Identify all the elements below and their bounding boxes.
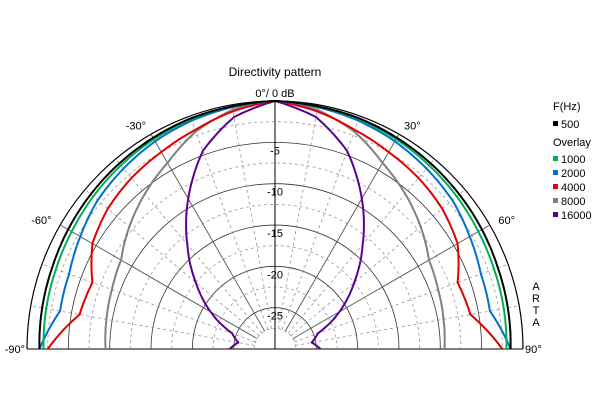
legend-label: 4000: [561, 182, 585, 194]
grid-spoke: [278, 104, 319, 329]
grid-spoke: [281, 115, 361, 330]
legend-swatch: [553, 156, 558, 161]
radial-tick-label: -15: [267, 228, 283, 240]
radial-tick-label: -25: [267, 311, 283, 323]
watermark-letter: A: [532, 317, 540, 329]
legend-items: 500 1000 2000 4000 8000 16000: [553, 119, 592, 222]
watermark-letter: A: [532, 281, 540, 293]
angle-tick-label: 90°: [525, 344, 542, 356]
angle-tick-label: 30°: [404, 121, 421, 133]
legend-swatch: [553, 184, 558, 189]
chart-title: Directivity pattern: [229, 65, 322, 79]
grid-spoke: [231, 104, 272, 329]
legend-label: 8000: [561, 196, 585, 208]
series-lines: [38, 100, 512, 350]
legend-swatch: [553, 198, 558, 203]
angle-tick-labels: -90° -60° -30° 0°/ 0 dB 30° 60° 90°: [5, 88, 542, 356]
legend-swatch: [553, 212, 558, 217]
radial-tick-labels: -5 -10 -15 -20 -25: [267, 145, 283, 322]
angle-tick-label: -90°: [5, 344, 25, 356]
grid-spoke: [115, 158, 262, 334]
grid-spoke: [189, 115, 269, 330]
grid-spoke: [284, 134, 400, 332]
watermark-letter: R: [532, 293, 540, 305]
series-line-500: [38, 100, 512, 349]
grid-spoke: [295, 305, 520, 346]
angle-tick-label: 0°/ 0 dB: [255, 88, 294, 100]
legend-label: 16000: [561, 210, 592, 222]
grid-spoke: [294, 263, 509, 343]
legend-label: 1000: [561, 154, 585, 166]
grid-spoke: [30, 305, 255, 346]
legend-label: 500: [561, 119, 579, 131]
grid-spoke: [288, 158, 435, 334]
legend-swatch: [553, 170, 558, 175]
angle-tick-label: -30°: [126, 121, 146, 133]
legend-overlay-title: Overlay: [553, 137, 591, 149]
grid-ring: [129, 203, 421, 350]
radial-tick-label: -20: [267, 269, 283, 281]
grid-ring: [88, 162, 462, 350]
angle-tick-label: -60°: [31, 215, 51, 227]
radial-tick-label: -10: [267, 187, 283, 199]
angle-tick-label: 60°: [498, 215, 515, 227]
grid-spoke: [41, 263, 256, 343]
legend-title: F(Hz): [553, 101, 581, 113]
grid-spoke: [84, 189, 260, 336]
radial-tick-label: -5: [270, 145, 280, 157]
legend-swatch: [553, 121, 558, 126]
grid-spoke: [290, 189, 466, 336]
legend-label: 2000: [561, 168, 585, 180]
grid-spoke: [150, 134, 266, 332]
legend: F(Hz) Overlay 500 1000 2000 4000 8000 16000: [553, 101, 592, 222]
watermark-letter: T: [533, 305, 540, 317]
